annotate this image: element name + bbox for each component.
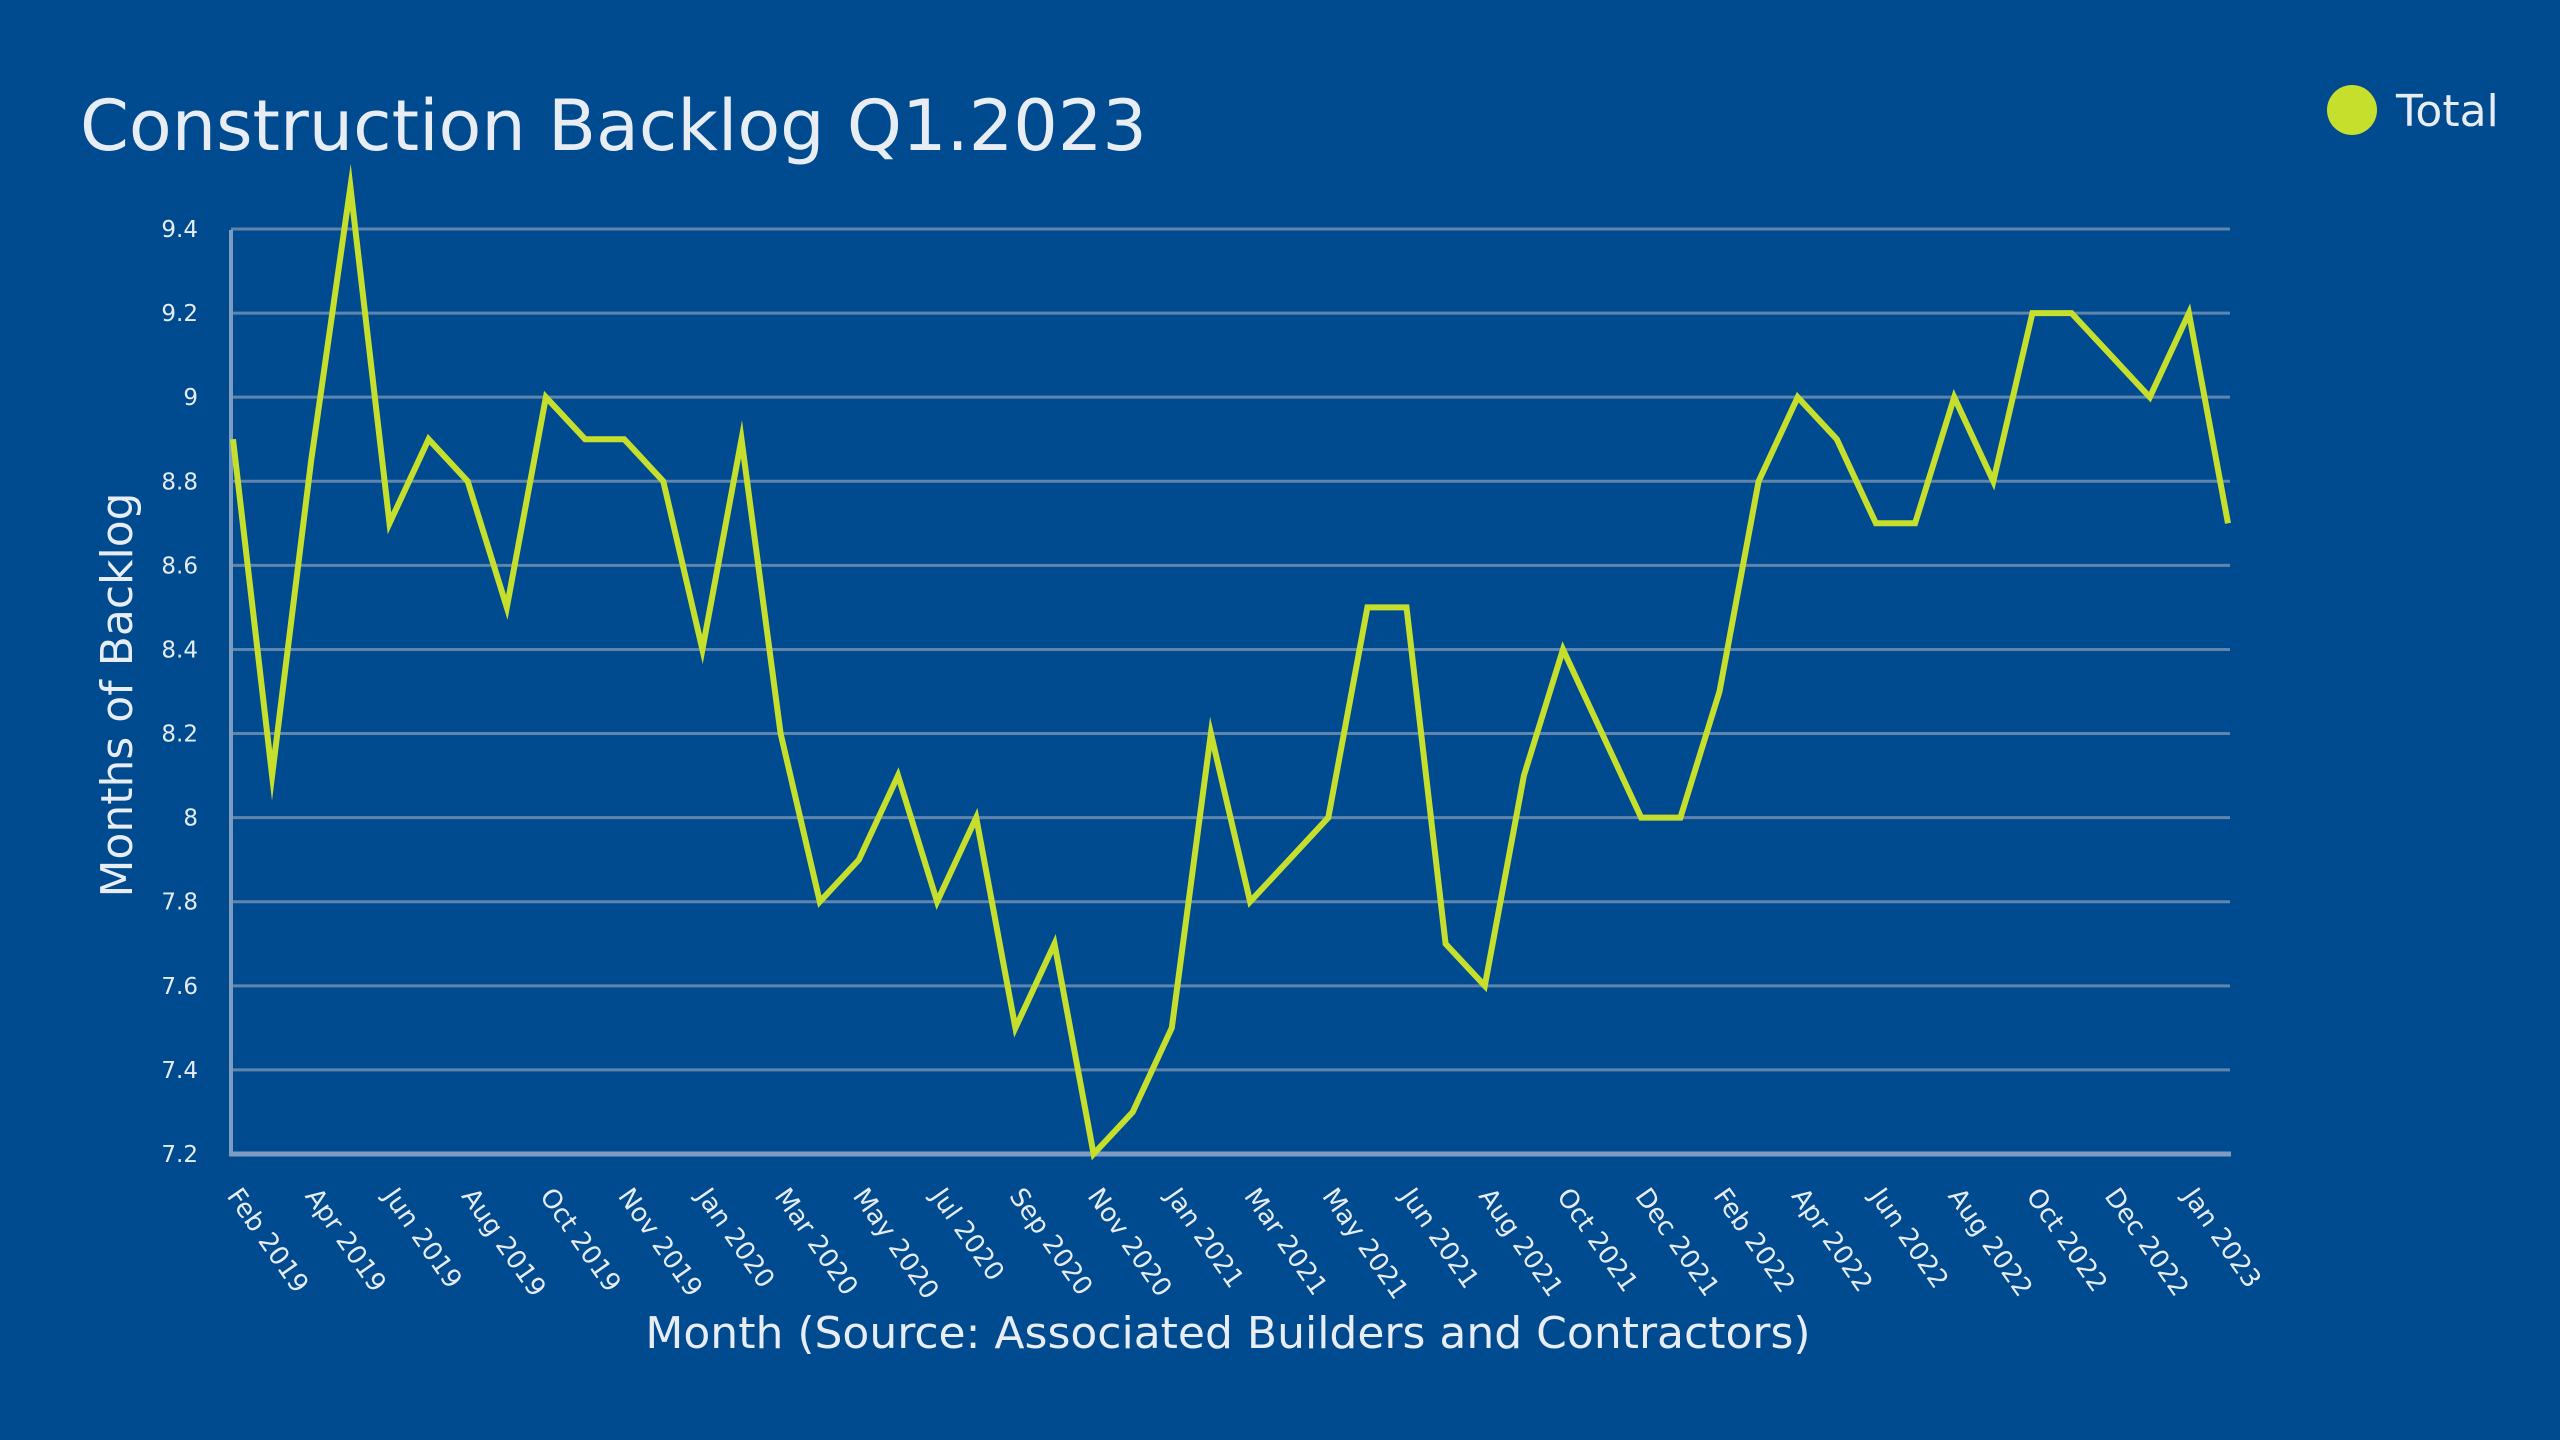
series-layer — [228, 163, 2233, 1161]
data-point[interactable] — [1714, 687, 1724, 697]
axes — [229, 230, 2231, 1157]
data-point[interactable] — [502, 602, 512, 612]
data-point[interactable] — [1010, 1023, 1020, 1033]
y-tick-label: 8.8 — [161, 469, 198, 495]
data-point[interactable] — [1597, 729, 1607, 739]
y-tick-label: 9 — [183, 385, 198, 411]
y-tick-label: 8.4 — [161, 637, 198, 663]
data-point[interactable] — [815, 897, 825, 907]
y-axis-label: Months of Backlog — [92, 492, 143, 897]
data-point[interactable] — [2106, 350, 2116, 360]
data-point[interactable] — [1362, 602, 1372, 612]
data-point[interactable] — [1206, 729, 1216, 739]
data-point[interactable] — [697, 644, 707, 654]
data-point[interactable] — [424, 434, 434, 444]
data-point[interactable] — [1871, 518, 1881, 528]
gridlines — [231, 227, 2230, 1072]
data-point[interactable] — [1910, 518, 1920, 528]
data-point[interactable] — [2145, 392, 2155, 402]
data-point[interactable] — [893, 771, 903, 781]
data-point[interactable] — [971, 813, 981, 823]
legend-label-total: Total — [2395, 86, 2499, 137]
data-point[interactable] — [1323, 813, 1333, 823]
data-point[interactable] — [1128, 1107, 1138, 1117]
data-point[interactable] — [776, 729, 786, 739]
y-axis-ticks: 7.2 7.4 7.6 7.8 8 8.2 8.4 8.6 8.8 9 9.2 9.4 — [161, 217, 198, 1168]
data-point[interactable] — [1675, 813, 1685, 823]
data-point[interactable] — [1832, 434, 1842, 444]
x-axis-label: Month (Source: Associated Builders and C… — [645, 1308, 1810, 1359]
data-point[interactable] — [1402, 602, 1412, 612]
data-point[interactable] — [1089, 1149, 1099, 1159]
data-point[interactable] — [1558, 644, 1568, 654]
data-point[interactable] — [1636, 813, 1646, 823]
y-tick-label: 8.2 — [161, 722, 198, 748]
data-point[interactable] — [345, 182, 355, 192]
data-point[interactable] — [1988, 476, 1998, 486]
y-tick-label: 7.8 — [161, 890, 198, 916]
data-point[interactable] — [1754, 476, 1764, 486]
y-tick-label: 9.4 — [161, 217, 198, 243]
data-point[interactable] — [854, 855, 864, 865]
data-point[interactable] — [1949, 392, 1959, 402]
data-point[interactable] — [228, 434, 238, 444]
series-line-total — [230, 163, 2231, 1161]
data-point[interactable] — [580, 434, 590, 444]
data-point[interactable] — [1480, 981, 1490, 991]
data-point[interactable] — [737, 434, 747, 444]
y-tick-label: 9.2 — [161, 301, 198, 327]
data-point[interactable] — [306, 455, 316, 465]
data-point[interactable] — [384, 518, 394, 528]
data-point[interactable] — [463, 476, 473, 486]
y-tick-label: 8 — [183, 806, 198, 832]
data-point[interactable] — [267, 771, 277, 781]
data-point[interactable] — [2067, 308, 2077, 318]
data-point[interactable] — [932, 897, 942, 907]
data-point[interactable] — [1519, 771, 1529, 781]
y-tick-label: 7.6 — [161, 974, 198, 1000]
data-point[interactable] — [658, 476, 668, 486]
data-point[interactable] — [1793, 392, 1803, 402]
data-point[interactable] — [541, 392, 551, 402]
data-point[interactable] — [1284, 855, 1294, 865]
legend-marker-icon — [2327, 85, 2377, 135]
data-point[interactable] — [1441, 939, 1451, 949]
data-point[interactable] — [1167, 1023, 1177, 1033]
chart-title: Construction Backlog Q1.2023 — [80, 85, 1147, 167]
y-tick-label: 7.2 — [161, 1142, 198, 1168]
data-point[interactable] — [1245, 897, 1255, 907]
data-point[interactable] — [2184, 308, 2194, 318]
data-point[interactable] — [2027, 308, 2037, 318]
y-tick-label: 7.4 — [161, 1058, 198, 1084]
y-tick-label: 8.6 — [161, 553, 198, 579]
data-point[interactable] — [1049, 939, 1059, 949]
legend[interactable]: Total — [2327, 85, 2499, 137]
data-point[interactable] — [2223, 518, 2233, 528]
data-point[interactable] — [619, 434, 629, 444]
